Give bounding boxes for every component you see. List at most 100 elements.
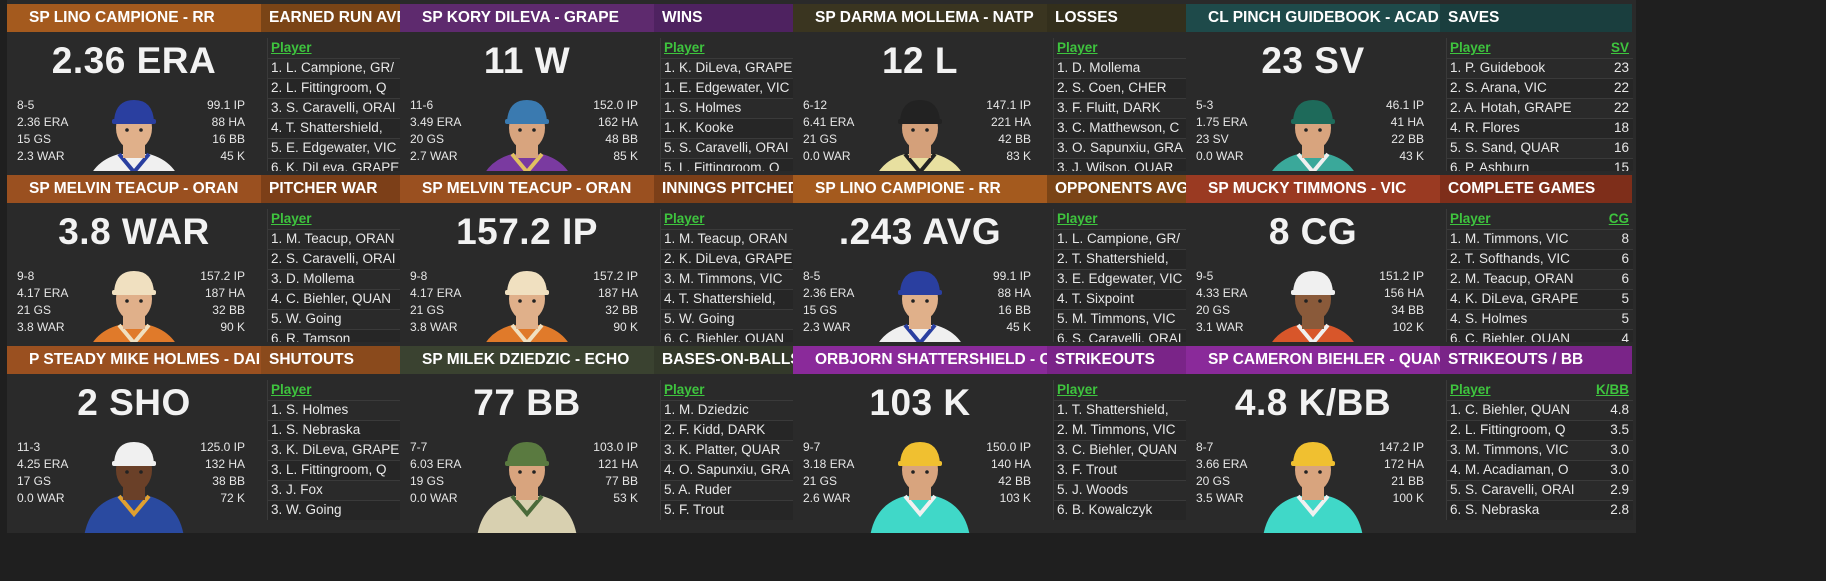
column-header-player[interactable]: Player [1057,382,1098,397]
leader-name: 2. F. Kidd, DARK [664,422,766,437]
card-header: SP MELVIN TEACUP - ORAN INNINGS PITCHED [400,175,846,203]
card-player-header[interactable]: SP MILEK DZIEDZIC - ECHO [400,346,654,374]
leader-row[interactable]: 4. S. Holmes 5 [1447,309,1633,329]
leader-name: 5. E. Edgewater, VIC [271,140,397,155]
leader-card[interactable]: SP LINO CAMPIONE - RR OPPONENTS AVG .243… [793,171,1243,362]
strikeouts-stat: 103 K [999,491,1031,505]
column-header-player[interactable]: Player [1057,40,1098,55]
leader-row[interactable]: 6. S. Nebraska 2.8 [1447,500,1633,520]
column-header-stat[interactable]: K/BB [1596,382,1629,397]
leader-card[interactable]: SP MILEK DZIEDZIC - ECHO BASES-ON-BALLS … [400,342,850,533]
leader-card[interactable]: SP KORY DILEVA - GRAPE WINS 11 W 11-6 3.… [400,0,850,191]
hits-allowed-stat: 221 HA [990,115,1031,129]
war-stat: 2.3 WAR [17,149,65,163]
card-player-header[interactable]: SP MELVIN TEACUP - ORAN [400,175,654,203]
leader-row[interactable]: 4. K. DiLeva, GRAPE 5 [1447,289,1633,309]
card-player-header[interactable]: SP LINO CAMPIONE - RR [7,4,261,32]
games-stat: 20 GS [1196,303,1231,317]
walks-stat: 42 BB [998,474,1031,488]
column-header-player[interactable]: Player [1450,40,1491,55]
leaders-table: Player SV 1. P. Guidebook 23 2. S. Arana… [1446,38,1633,178]
leader-row[interactable]: 5. S. Sand, QUAR 16 [1447,138,1633,158]
leader-card[interactable]: SP LINO CAMPIONE - RR EARNED RUN AVERAGE… [7,0,457,191]
headline-stat: 3.8 WAR [58,211,210,252]
innings-stat: 152.0 IP [593,98,638,112]
leader-card[interactable]: CL PINCH GUIDEBOOK - ACAD SAVES 23 SV AC… [1186,0,1636,191]
era-stat: 6.03 ERA [410,457,462,471]
column-header-stat[interactable]: CG [1608,211,1629,226]
player-portrait [870,442,970,533]
column-header-player[interactable]: Player [664,211,705,226]
card-player-header[interactable]: SP LINO CAMPIONE - RR [793,175,1047,203]
leader-row[interactable]: 4. R. Flores 18 [1447,118,1633,138]
leader-name: 2. A. Hotah, GRAPE [1450,100,1572,115]
card-player-header[interactable]: SP MUCKY TIMMONS - VIC [1186,175,1440,203]
column-header-player[interactable]: Player [1450,211,1491,226]
games-stat: 19 GS [410,474,445,488]
column-header-player[interactable]: Player [664,40,705,55]
column-header-player[interactable]: Player [271,211,312,226]
leader-name: 4. K. DiLeva, GRAPE [1450,291,1579,306]
card-header: SP LINO CAMPIONE - RR EARNED RUN AVERAGE [7,4,453,32]
leader-name: 3. O. Sapunxiu, GRA [1057,140,1184,155]
card-player-header[interactable]: ORBJORN SHATTERSHIELD - C [793,346,1047,374]
card-player-header[interactable]: P STEADY MIKE HOLMES - DAI [7,346,261,374]
leader-row[interactable]: 1. C. Biehler, QUAN 4.8 [1447,400,1633,420]
player-portrait [84,442,184,533]
war-stat: 0.0 WAR [803,149,851,163]
card-player-header[interactable]: SP CAMERON BIEHLER - QUAN [1186,346,1440,374]
leader-row[interactable]: 1. P. Guidebook 23 [1447,58,1633,78]
headline-stat: 157.2 IP [456,211,598,252]
leader-row[interactable]: 5. S. Caravelli, ORAI 2.9 [1447,480,1633,500]
record-stat: 9-8 [17,269,35,283]
leader-row[interactable]: 2. S. Arana, VIC 22 [1447,78,1633,98]
eye-icon [1304,470,1308,474]
record-stat: 8-5 [17,98,35,112]
walks-stat: 34 BB [1391,303,1424,317]
leader-row[interactable]: 4. M. Acadiaman, O 3.0 [1447,460,1633,480]
eye-icon [1304,299,1308,303]
column-header-player[interactable]: Player [271,40,312,55]
eye-icon [925,299,929,303]
leader-card[interactable]: SP MELVIN TEACUP - ORAN PITCHER WAR 3.8 … [7,171,457,362]
column-header-player[interactable]: Player [1057,211,1098,226]
record-stat: 9-7 [803,440,821,454]
column-header-stat[interactable]: SV [1610,40,1629,55]
card-player-header[interactable]: SP MELVIN TEACUP - ORAN [7,175,261,203]
card-player-header[interactable]: CL PINCH GUIDEBOOK - ACAD [1186,4,1440,32]
cap-brim [112,290,156,295]
leader-name: 3. D. Mollema [271,271,355,286]
eye-icon [925,128,929,132]
leader-card[interactable]: SP MELVIN TEACUP - ORAN INNINGS PITCHED … [400,171,850,362]
column-header-player[interactable]: Player [271,382,312,397]
leader-name: 3. F. Trout [1057,462,1118,477]
eye-icon [911,470,915,474]
leader-row[interactable]: 2. M. Teacup, ORAN 6 [1447,269,1633,289]
card-player-header[interactable]: SP KORY DILEVA - GRAPE [400,4,654,32]
leader-card[interactable]: SP DARMA MOLLEMA - NATP LOSSES 12 L Gunn… [793,0,1243,191]
leader-row[interactable]: 2. A. Hotah, GRAPE 22 [1447,98,1633,118]
eye-icon [125,299,129,303]
player-portrait [1263,442,1363,533]
hits-allowed-stat: 41 HA [1390,115,1424,129]
eye-icon [139,128,143,132]
record-stat: 8-7 [1196,440,1214,454]
cap-brim [112,119,156,124]
leader-card[interactable]: ORBJORN SHATTERSHIELD - C STRIKEOUTS 103… [793,342,1243,533]
leader-card[interactable]: P STEADY MIKE HOLMES - DAI SHUTOUTS 2 SH… [7,342,457,533]
player-portrait [477,442,577,533]
strikeouts-stat: 100 K [1392,491,1424,505]
leader-row[interactable]: 2. L. Fittingroom, Q 3.5 [1447,420,1633,440]
card-player-header[interactable]: SP DARMA MOLLEMA - NATP [793,4,1047,32]
leader-card[interactable]: SP CAMERON BIEHLER - QUAN STRIKEOUTS / B… [1186,342,1636,533]
leader-row[interactable]: 2. T. Softhands, VIC 6 [1447,249,1633,269]
leader-row[interactable]: 3. M. Timmons, VIC 3.0 [1447,440,1633,460]
cap-icon [114,100,154,122]
leader-card[interactable]: SP MUCKY TIMMONS - VIC COMPLETE GAMES 8 … [1186,171,1636,362]
leader-name: 4. S. Holmes [1450,311,1528,326]
leader-name: 1. M. Teacup, ORAN [664,231,788,246]
column-header-player[interactable]: Player [1450,382,1491,397]
leader-value: 4 [1621,331,1629,346]
leader-row[interactable]: 1. M. Timmons, VIC 8 [1447,229,1633,249]
column-header-player[interactable]: Player [664,382,705,397]
